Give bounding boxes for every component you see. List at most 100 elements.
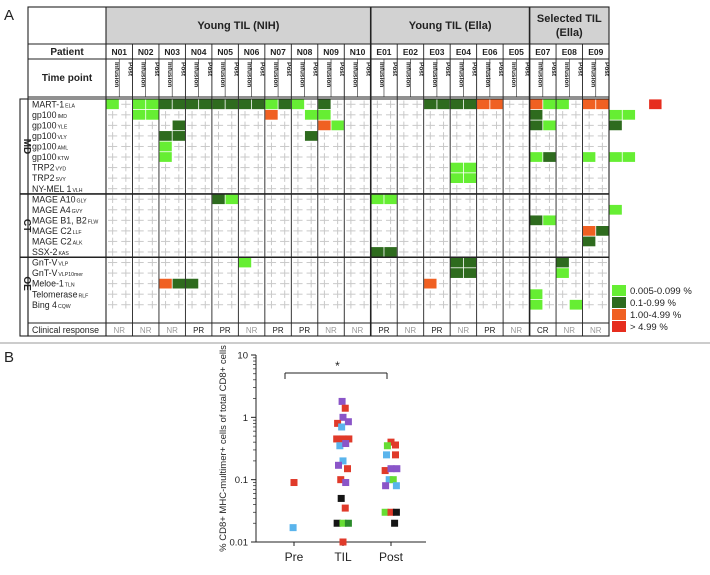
timepoint-label: Post bbox=[206, 62, 213, 77]
timepoint-label: Infusion bbox=[484, 62, 491, 87]
clinical-response-value: NR bbox=[458, 326, 470, 335]
timepoint-label: Infusion bbox=[510, 62, 517, 87]
heatmap-cell bbox=[106, 99, 119, 110]
x-tick-label: TIL bbox=[334, 550, 352, 564]
antigen-label: gp100VLY bbox=[32, 131, 67, 141]
timepoint-label: Infusion bbox=[272, 62, 279, 87]
patient-id: E07 bbox=[535, 47, 550, 57]
data-point bbox=[345, 435, 353, 443]
heatmap-cell bbox=[450, 162, 463, 173]
group-title: Young TIL (Ella) bbox=[409, 20, 492, 32]
heatmap-cell bbox=[265, 99, 278, 110]
data-point bbox=[334, 419, 342, 427]
patient-id: E09 bbox=[588, 47, 603, 57]
heatmap-cell bbox=[146, 109, 159, 120]
patient-id: N02 bbox=[138, 47, 154, 57]
heatmap-cell bbox=[199, 99, 212, 110]
timepoint-label: Infusion bbox=[537, 62, 544, 87]
y-tick-label: 0.1 bbox=[235, 475, 248, 486]
clinical-response-value: NR bbox=[140, 326, 152, 335]
timepoint-label: Post bbox=[497, 62, 504, 77]
clinical-response-value: NR bbox=[113, 326, 125, 335]
heatmap-cell bbox=[185, 278, 199, 289]
heatmap-cell bbox=[331, 120, 344, 131]
heatmap-cell bbox=[212, 194, 225, 205]
clinical-response-value: CR bbox=[537, 326, 549, 335]
timepoint-label: Post bbox=[338, 62, 345, 77]
heatmap-cell bbox=[384, 247, 397, 257]
timepoint-label: Infusion bbox=[351, 62, 358, 87]
heatmap-cell bbox=[556, 257, 569, 268]
heatmap-cell bbox=[384, 194, 397, 205]
heatmap-cell bbox=[543, 152, 556, 162]
heatmap-cell bbox=[304, 131, 318, 141]
data-point bbox=[382, 482, 390, 490]
heatmap-cell bbox=[609, 152, 622, 162]
heatmap-cell bbox=[172, 131, 186, 141]
heatmap-cell bbox=[424, 278, 437, 289]
timepoint-label: Post bbox=[391, 62, 398, 77]
data-point bbox=[339, 413, 347, 421]
antigen-label: TelomeraseRLF bbox=[32, 289, 88, 299]
category-border bbox=[19, 98, 29, 337]
heatmap-cell bbox=[529, 109, 543, 120]
timepoint-label: Infusion bbox=[193, 62, 200, 87]
clinical-response-value: NR bbox=[511, 326, 523, 335]
timepoint-label: Post bbox=[523, 62, 530, 77]
timepoint-label: Post bbox=[576, 62, 583, 77]
y-tick-label: 10 bbox=[237, 351, 248, 362]
timepoint-label: Infusion bbox=[431, 62, 438, 87]
data-point bbox=[337, 494, 345, 502]
heatmap-cell bbox=[529, 120, 543, 131]
antigen-label: MAGE B1, B2FLW bbox=[32, 215, 98, 225]
scatter-plot: 0.01 0.1 1 10 Pre TIL Post % CD8+ MHC-multimer+… bbox=[218, 345, 426, 564]
timepoint-label: Post bbox=[418, 62, 425, 77]
timepoint-label: Infusion bbox=[298, 62, 305, 87]
patient-id: N08 bbox=[297, 47, 313, 57]
heatmap-cell bbox=[529, 215, 543, 226]
data-point bbox=[342, 479, 350, 487]
heatmap-cell bbox=[543, 99, 556, 110]
timepoint-label: Post bbox=[126, 62, 133, 77]
timepoint-label: Infusion bbox=[245, 62, 252, 87]
heatmap-cell bbox=[543, 120, 556, 131]
category-label: MD bbox=[21, 139, 32, 155]
data-point bbox=[387, 465, 395, 473]
heatmap-cell bbox=[304, 109, 318, 120]
clinical-response-value: PR bbox=[299, 326, 310, 335]
timepoint-label: Infusion bbox=[113, 62, 120, 87]
heatmap-cell bbox=[318, 99, 331, 110]
data-point bbox=[392, 441, 399, 449]
antigen-label: TRP2SVY bbox=[32, 173, 66, 183]
clinical-response-label: Clinical response bbox=[32, 325, 99, 335]
group-header-band bbox=[106, 7, 609, 44]
data-point bbox=[344, 418, 352, 426]
heatmap-cell bbox=[529, 299, 543, 310]
heatmap-cell bbox=[212, 99, 225, 110]
clinical-response-value: NR bbox=[325, 326, 337, 335]
legend-swatch bbox=[612, 309, 626, 320]
antigen-label: SSX-2KAS bbox=[32, 247, 69, 257]
heatmap-cell bbox=[463, 162, 477, 173]
data-point bbox=[344, 465, 351, 473]
clinical-response-value: PR bbox=[193, 326, 204, 335]
heatmap-cell bbox=[556, 99, 569, 110]
data-point bbox=[290, 479, 298, 487]
data-point bbox=[339, 538, 347, 546]
data-point bbox=[383, 442, 391, 450]
y-tick-label: 0.01 bbox=[230, 538, 249, 549]
patient-id: N06 bbox=[244, 47, 260, 57]
data-point bbox=[389, 476, 397, 484]
clinical-response-value: PR bbox=[273, 326, 284, 335]
data-point bbox=[339, 519, 347, 527]
heatmap-cell bbox=[450, 99, 463, 110]
data-point bbox=[383, 451, 390, 459]
data-point bbox=[336, 442, 344, 450]
data-point bbox=[338, 397, 346, 405]
y-tick-label: 1 bbox=[243, 413, 248, 424]
antigen-label: MAGE A4GVY bbox=[32, 205, 83, 215]
heatmap-cell bbox=[318, 109, 331, 120]
heatmap-cell bbox=[252, 99, 265, 110]
legend-label: 0.005-0.099 % bbox=[630, 286, 692, 297]
heatmap-cell bbox=[463, 257, 477, 268]
